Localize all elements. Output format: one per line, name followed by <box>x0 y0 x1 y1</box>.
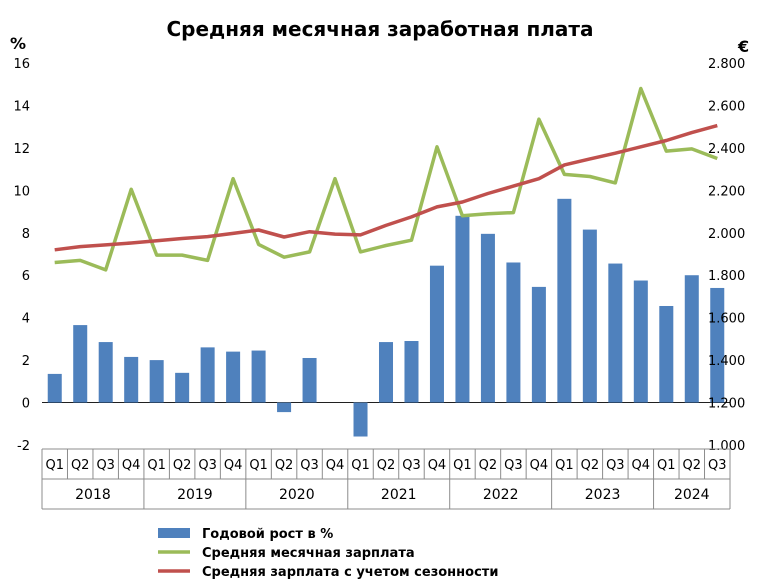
legend: Годовой рост в % Средняя месячная зарплат… <box>158 527 498 580</box>
bar <box>710 287 725 403</box>
right-tick-label: 1.600 <box>708 312 745 327</box>
bar-series <box>47 198 725 437</box>
quarter-tick-label: Q4 <box>122 458 141 473</box>
quarter-tick-label: Q4 <box>530 458 549 473</box>
right-tick-label: 1.800 <box>708 269 745 284</box>
left-tick-label: 6 <box>22 269 30 284</box>
right-tick-label: 1.400 <box>708 354 745 369</box>
bar <box>302 357 317 403</box>
bar <box>684 275 699 403</box>
quarter-tick-label: Q1 <box>249 458 268 473</box>
quarter-tick-label: Q2 <box>275 458 294 473</box>
left-tick-label: 12 <box>13 142 30 157</box>
quarter-tick-label: Q3 <box>96 458 115 473</box>
quarter-tick-label: Q1 <box>351 458 370 473</box>
quarter-tick-label: Q1 <box>657 458 676 473</box>
bar <box>47 373 62 403</box>
right-tick-label: 2.200 <box>708 184 745 199</box>
bar <box>353 402 368 437</box>
bar <box>404 341 419 403</box>
legend-label: Годовой рост в % <box>202 527 333 542</box>
bar <box>633 280 648 403</box>
bar <box>98 342 113 403</box>
quarter-tick-label: Q4 <box>326 458 345 473</box>
right-tick-label: 1.200 <box>708 397 745 412</box>
left-axis-unit: % <box>10 34 26 53</box>
quarter-tick-label: Q2 <box>377 458 396 473</box>
year-tick-label: 2023 <box>585 487 621 503</box>
right-tick-label: 2.600 <box>708 99 745 114</box>
quarter-tick-label: Q3 <box>198 458 217 473</box>
axes: -2 0 2 4 6 8 10 12 14 16 1.000 1.200 1.400 1.600 1.800… <box>13 57 745 510</box>
right-tick-label: 2.000 <box>708 227 745 242</box>
quarter-tick-label: Q2 <box>683 458 702 473</box>
bar <box>124 356 139 403</box>
quarter-tick-label: Q2 <box>71 458 90 473</box>
year-tick-label: 2019 <box>177 487 213 503</box>
quarter-tick-label: Q1 <box>555 458 574 473</box>
right-tick-label: 1.000 <box>708 439 745 454</box>
quarter-tick-label: Q1 <box>45 458 64 473</box>
chart-title: Средняя месячная заработная плата <box>166 17 593 41</box>
bar <box>149 360 164 403</box>
bar <box>175 372 190 403</box>
quarter-tick-label: Q3 <box>708 458 727 473</box>
quarter-tick-label: Q1 <box>453 458 472 473</box>
quarter-tick-label: Q4 <box>224 458 243 473</box>
bar <box>659 305 674 403</box>
bar <box>277 402 292 413</box>
right-axis-unit: € <box>737 37 749 56</box>
bar <box>480 233 495 403</box>
bar <box>378 342 394 403</box>
quarter-tick-label: Q2 <box>479 458 498 473</box>
bar <box>531 286 546 403</box>
bar <box>429 265 444 403</box>
right-tick-label: 2.800 <box>708 57 745 72</box>
left-tick-label: 0 <box>22 397 30 412</box>
legend-label: Средняя зарплата с учетом сезонности <box>202 565 498 580</box>
bar <box>200 347 215 403</box>
year-tick-label: 2022 <box>483 487 519 503</box>
left-tick-label: -2 <box>17 439 30 454</box>
left-tick-label: 4 <box>22 312 30 327</box>
legend-label: Средняя месячная зарплата <box>202 546 415 561</box>
bar <box>73 325 88 403</box>
quarter-tick-label: Q4 <box>428 458 447 473</box>
quarter-tick-label: Q3 <box>504 458 523 473</box>
bar <box>582 229 597 403</box>
left-tick-label: 16 <box>13 57 30 72</box>
quarter-tick-label: Q3 <box>606 458 625 473</box>
bar <box>251 350 266 403</box>
left-tick-label: 10 <box>13 184 30 199</box>
legend-swatch <box>158 528 190 538</box>
quarter-tick-label: Q1 <box>147 458 166 473</box>
left-tick-label: 8 <box>22 227 30 242</box>
bar <box>557 198 572 403</box>
year-tick-label: 2021 <box>381 487 417 503</box>
quarter-tick-label: Q2 <box>581 458 600 473</box>
bar <box>608 263 623 403</box>
monthly-wage-line <box>54 86 718 272</box>
year-tick-label: 2020 <box>279 487 315 503</box>
bar <box>455 215 470 403</box>
quarter-tick-label: Q3 <box>402 458 421 473</box>
quarter-tick-label: Q2 <box>173 458 192 473</box>
quarter-tick-label: Q4 <box>632 458 651 473</box>
left-tick-label: 14 <box>13 99 30 114</box>
bar <box>226 351 241 403</box>
bar <box>506 262 521 403</box>
left-tick-label: 2 <box>22 354 30 369</box>
seasonal-wage-line <box>54 123 718 252</box>
year-tick-label: 2024 <box>674 487 710 503</box>
year-tick-label: 2018 <box>75 487 111 503</box>
line-series <box>54 86 718 272</box>
quarter-tick-label: Q3 <box>300 458 319 473</box>
right-tick-label: 2.400 <box>708 142 745 157</box>
